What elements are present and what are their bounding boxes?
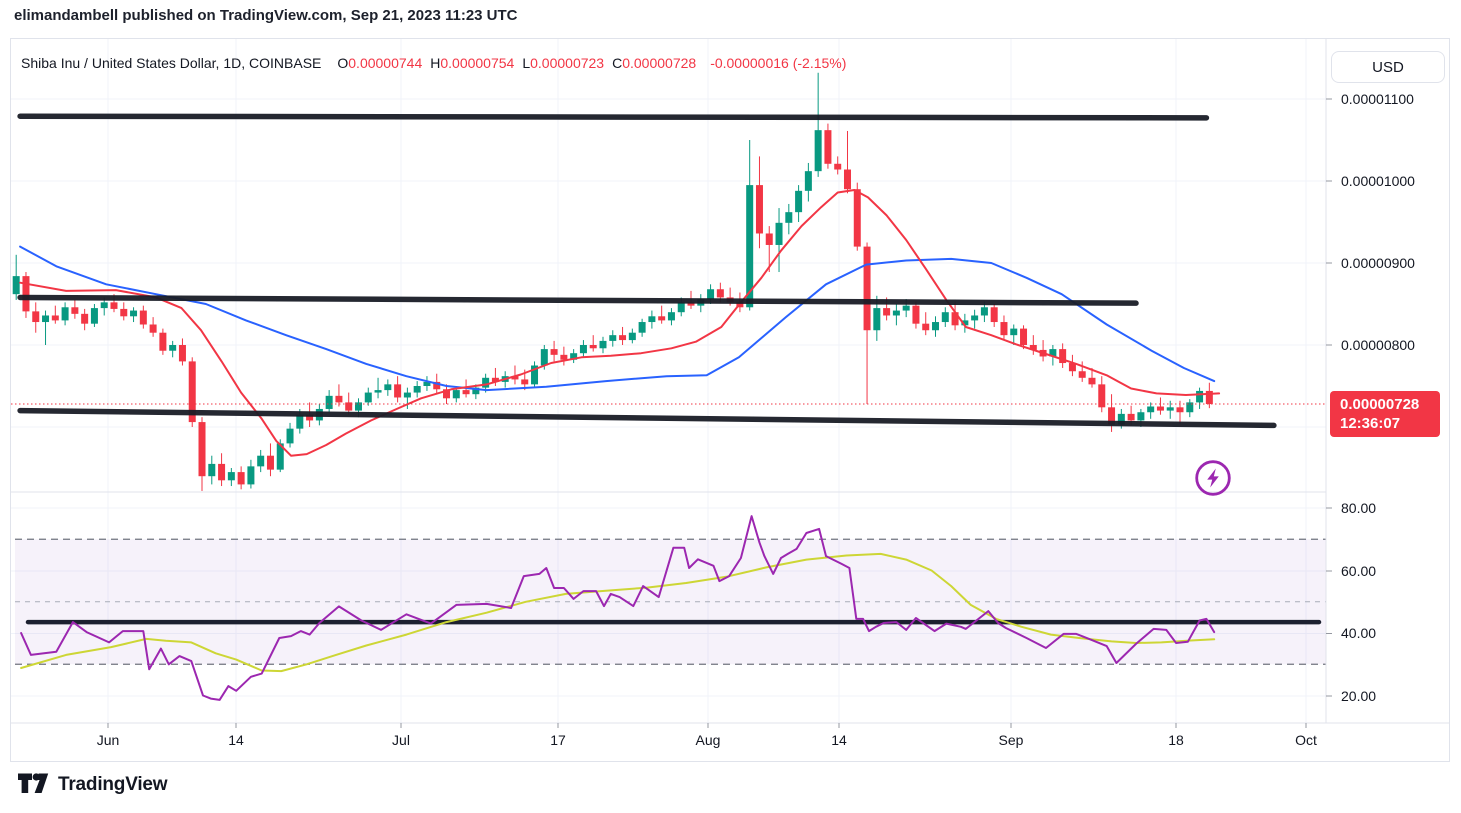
tradingview-logo-text: TradingView	[58, 773, 168, 795]
price-axis-label: 0.00000800	[1341, 337, 1415, 353]
flash-boost-icon[interactable]	[1193, 458, 1233, 498]
rsi-line	[20, 515, 1216, 701]
symbol-title[interactable]: Shiba Inu / United States Dollar, 1D, CO…	[21, 55, 322, 71]
ohlc-high: H0.00000754	[430, 55, 515, 71]
time-axis-label: Aug	[695, 732, 721, 748]
rsi-axis-label: 20.00	[1341, 688, 1377, 704]
rsi-axis-label: 40.00	[1341, 625, 1377, 641]
time-axis-label: 18	[1168, 732, 1184, 748]
price-change: -0.00000016 (-2.15%)	[710, 55, 847, 71]
time-axis-label: Jul	[392, 732, 410, 748]
time-axis-label: 14	[228, 732, 244, 748]
chart-widget: Shiba Inu / United States Dollar, 1D, CO…	[10, 38, 1450, 762]
ohlc-low: L0.00000723	[522, 55, 605, 71]
time-axis-label: Oct	[1295, 732, 1317, 748]
tradingview-logo[interactable]: TradingView	[18, 772, 168, 797]
current-price-badge: 0.00000728 12:36:07	[1330, 391, 1440, 437]
price-axis-label: 0.00001000	[1341, 173, 1415, 189]
ohlc-open: O0.00000744	[337, 55, 423, 71]
time-axis-label: Jun	[96, 732, 120, 748]
trendline-lower[interactable]	[17, 407, 1277, 429]
price-axis-label: 0.00000900	[1341, 255, 1415, 271]
time-axis-label: 14	[831, 732, 847, 748]
time-axis-label: Sep	[998, 732, 1024, 748]
rsi-axis-label: 80.00	[1341, 500, 1377, 516]
chart-legend: Shiba Inu / United States Dollar, 1D, CO…	[21, 55, 846, 71]
price-chart-canvas[interactable]	[11, 39, 1449, 761]
attribution-text: elimandambell published on TradingView.c…	[14, 7, 518, 24]
trendline-middle[interactable]	[17, 294, 1139, 306]
ohlc-close: C0.00000728	[612, 55, 697, 71]
tradingview-logo-icon	[18, 773, 49, 793]
current-price-value: 0.00000728	[1340, 396, 1420, 413]
rsi-axis-label: 60.00	[1341, 563, 1377, 579]
time-axis-label: 17	[550, 732, 566, 748]
ma-fast-line	[19, 189, 1221, 457]
trendline-upper[interactable]	[17, 113, 1210, 121]
bar-close-countdown: 12:36:07	[1340, 415, 1401, 432]
ma-slow-line	[19, 245, 1216, 392]
candlestick-series	[12, 72, 1213, 491]
price-axis-label: 0.00001100	[1341, 91, 1414, 107]
currency-usd-button[interactable]: USD	[1331, 51, 1445, 83]
